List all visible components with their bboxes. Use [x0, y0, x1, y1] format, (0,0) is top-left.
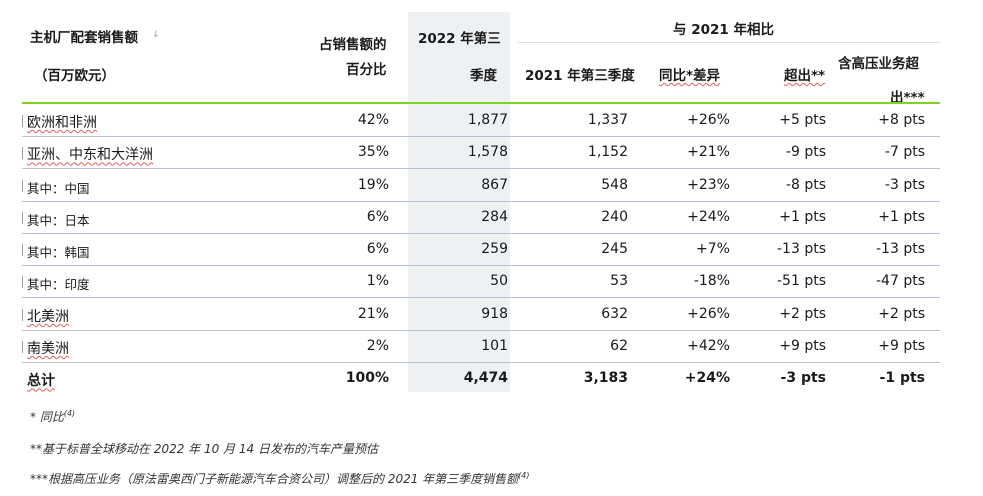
region-cell: 其中：韩国	[27, 245, 90, 261]
hv-outperformance-cell: -3 pts	[884, 176, 925, 193]
hv-outperformance-cell: -13 pts	[876, 241, 925, 258]
region-cell: 其中：印度	[27, 277, 90, 293]
yoy-cell: -18%	[693, 273, 730, 290]
outperformance-cell: +5 pts	[779, 112, 826, 128]
yoy-cell: +24%	[684, 370, 730, 387]
q3-2021-cell: 548	[601, 176, 628, 193]
header-divider	[22, 102, 940, 104]
share-cell: 6%	[366, 208, 389, 225]
q3-2021-cell: 1,152	[587, 144, 628, 161]
region-cell: 其中：日本	[27, 212, 90, 228]
header-unit: （百万欧元）	[34, 68, 115, 84]
outperformance-cell: +1 pts	[779, 208, 826, 225]
yoy-cell: +24%	[687, 208, 730, 225]
outperformance-cell: +2 pts	[779, 305, 826, 322]
q3-2021-cell: 240	[601, 208, 628, 225]
yoy-cell: +7%	[696, 241, 730, 258]
region-cell: 亚洲、中东和大洋洲	[27, 147, 153, 164]
table-row: 其中：韩国 6% 259 245 +7% -13 pts -13 pts	[0, 234, 983, 267]
q3-2022-cell: 918	[481, 305, 508, 322]
region-cell: 其中：中国	[27, 180, 90, 196]
share-cell: 35%	[357, 144, 389, 161]
outperformance-cell: -8 pts	[785, 176, 826, 193]
hv-outperformance-cell: +2 pts	[878, 305, 925, 322]
header-compare-group: 与 2021 年相比	[673, 22, 774, 38]
header-2022-line1: 2022 年第三	[418, 31, 501, 47]
table-row: 其中：日本 6% 284 240 +24% +1 pts +1 pts	[0, 202, 983, 234]
column-highlight-2022	[408, 12, 510, 392]
header-region: 主机厂配套销售额	[30, 30, 138, 46]
hv-outperformance-cell: -47 pts	[876, 273, 925, 290]
table-row: 其中：中国 19% 867 548 +23% -8 pts -3 pts	[0, 170, 983, 202]
footnote-outperformance: **基于标普全球移动在 2022 年 10 月 14 日发布的汽车产量预估	[30, 440, 378, 457]
share-cell: 21%	[357, 305, 389, 322]
footnote-ref: (4)	[63, 409, 76, 418]
yoy-cell: +26%	[687, 112, 730, 128]
q3-2021-cell: 62	[610, 338, 628, 355]
q3-2021-cell: 53	[610, 273, 628, 290]
header-hv-line1: 含高压业务超	[838, 56, 919, 72]
hv-outperformance-cell: -1 pts	[879, 370, 925, 387]
yoy-cell: +21%	[687, 144, 730, 161]
q3-2022-cell: 1,578	[467, 144, 508, 161]
hv-outperformance-cell: +8 pts	[878, 112, 925, 128]
total-label: 总计	[27, 373, 55, 390]
hv-outperformance-cell: +1 pts	[878, 208, 925, 225]
header-group-rule	[518, 42, 940, 43]
table-row-total: 总计 100% 4,474 3,183 +24% -3 pts -1 pts	[0, 363, 983, 395]
header-share-line1: 占销售额的	[319, 37, 387, 53]
q3-2022-cell: 1,877	[467, 112, 508, 128]
paragraph-mark: ↓	[152, 30, 160, 40]
header-yoy: 同比*差异	[659, 68, 721, 84]
header-2021: 2021 年第三季度	[525, 68, 635, 84]
q3-2022-cell: 50	[490, 273, 508, 290]
share-cell: 42%	[357, 112, 389, 128]
share-cell: 19%	[357, 176, 389, 193]
header-2022-line2: 季度	[470, 68, 497, 84]
table-row: 其中：印度 1% 50 53 -18% -51 pts -47 pts	[0, 266, 983, 299]
q3-2021-cell: 245	[601, 241, 628, 258]
q3-2022-cell: 4,474	[463, 370, 508, 387]
q3-2022-cell: 867	[481, 176, 508, 193]
hv-outperformance-cell: +9 pts	[878, 338, 925, 355]
table-row: 亚洲、中东和大洋洲 35% 1,578 1,152 +21% -9 pts -7…	[0, 137, 983, 170]
table-body: 欧洲和非洲 42% 1,877 1,337 +26% +5 pts +8 pts…	[0, 105, 983, 396]
q3-2022-cell: 284	[481, 208, 508, 225]
region-cell: 北美洲	[27, 308, 69, 325]
table-row: 南美洲 2% 101 62 +42% +9 pts +9 pts	[0, 331, 983, 364]
yoy-cell: +26%	[687, 305, 730, 322]
share-cell: 1%	[366, 273, 389, 290]
footnote-hv-text: ***根据高压业务（原法雷奥西门子新能源汽车合资公司）调整后的 2021 年第三…	[30, 472, 519, 486]
header-outperformance: 超出**	[784, 68, 826, 84]
table-row: 北美洲 21% 918 632 +26% +2 pts +2 pts	[0, 299, 983, 331]
outperformance-cell: -13 pts	[777, 241, 826, 258]
q3-2022-cell: 101	[481, 338, 508, 355]
yoy-cell: +23%	[687, 176, 730, 193]
header-share-line2: 百分比	[346, 62, 387, 78]
outperformance-cell: -3 pts	[780, 370, 826, 387]
footnote-yoy: * 同比(4)	[30, 408, 75, 425]
q3-2021-cell: 632	[601, 305, 628, 322]
outperformance-cell: -51 pts	[777, 273, 826, 290]
footnote-hv: ***根据高压业务（原法雷奥西门子新能源汽车合资公司）调整后的 2021 年第三…	[30, 470, 530, 487]
q3-2022-cell: 259	[481, 241, 508, 258]
share-cell: 2%	[366, 338, 389, 355]
outperformance-cell: +9 pts	[779, 338, 826, 355]
table-row: 欧洲和非洲 42% 1,877 1,337 +26% +5 pts +8 pts	[0, 105, 983, 137]
footnote-yoy-text: * 同比	[30, 410, 64, 424]
region-cell: 欧洲和非洲	[27, 115, 97, 131]
q3-2021-cell: 1,337	[587, 112, 628, 128]
hv-outperformance-cell: -7 pts	[884, 144, 925, 161]
share-cell: 100%	[345, 370, 389, 387]
outperformance-cell: -9 pts	[785, 144, 826, 161]
region-cell: 南美洲	[27, 341, 69, 358]
yoy-cell: +42%	[687, 338, 730, 355]
share-cell: 6%	[366, 241, 389, 258]
footnote-outperformance-text: **基于标普全球移动在 2022 年 10 月 14 日发布的汽车产量预估	[30, 442, 378, 456]
q3-2021-cell: 3,183	[583, 370, 628, 387]
footnote-ref: (4)	[518, 471, 530, 480]
